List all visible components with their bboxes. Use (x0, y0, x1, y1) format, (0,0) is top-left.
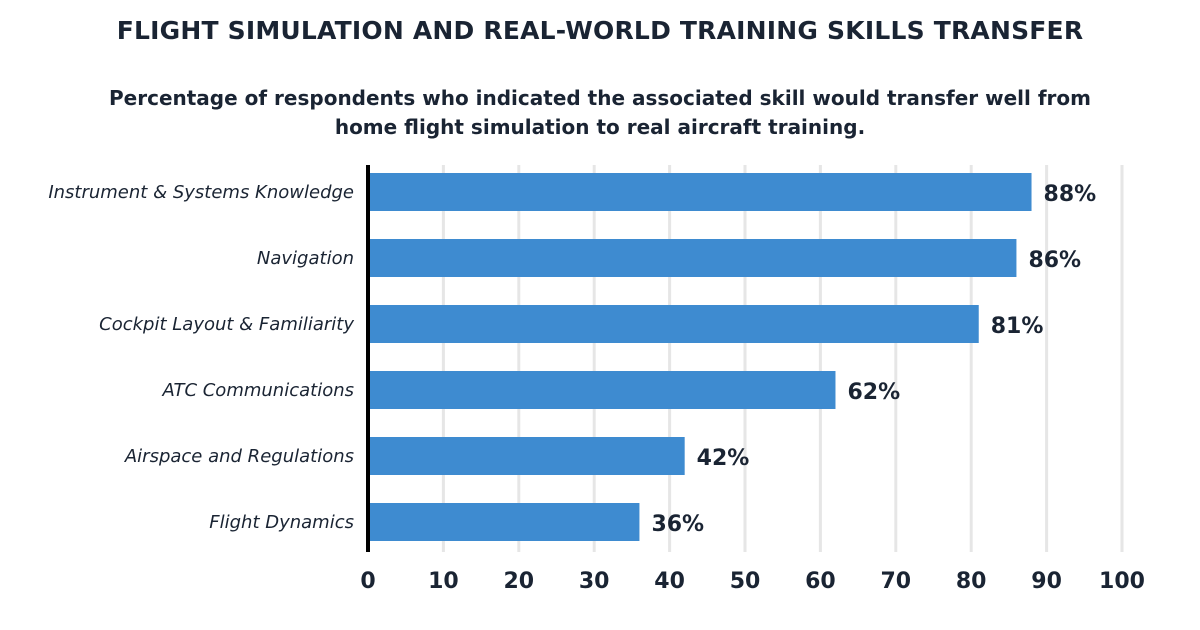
bar (368, 371, 836, 409)
x-tick-label: 70 (880, 569, 911, 594)
x-tick-label: 50 (730, 569, 761, 594)
x-tick-label: 90 (1031, 569, 1062, 594)
chart-subtitle: Percentage of respondents who indicated … (109, 86, 1091, 139)
bar (368, 503, 640, 541)
category-label: ATC Communications (161, 380, 354, 401)
data-label: 88% (1044, 182, 1097, 207)
x-tick-label: 10 (428, 569, 459, 594)
category-label: Navigation (257, 248, 354, 269)
bar (368, 305, 979, 343)
category-label: Instrument & Systems Knowledge (48, 182, 354, 203)
data-label: 36% (651, 512, 704, 537)
category-label: Flight Dynamics (209, 512, 354, 533)
data-label: 42% (697, 446, 750, 471)
data-label: 81% (991, 314, 1044, 339)
x-tick-label: 100 (1099, 569, 1145, 594)
x-tick-label: 60 (805, 569, 836, 594)
x-tick-label: 20 (503, 569, 534, 594)
data-label: 86% (1028, 248, 1081, 273)
category-label: Cockpit Layout & Familiarity (99, 314, 354, 335)
bar (368, 173, 1032, 211)
bar (368, 239, 1017, 277)
chart-title: FLIGHT SIMULATION AND REAL-WORLD TRAININ… (116, 16, 1084, 45)
bar (368, 437, 685, 475)
x-tick-label: 80 (956, 569, 987, 594)
data-label: 62% (847, 380, 900, 405)
x-tick-label: 40 (654, 569, 685, 594)
x-tick-label: 0 (360, 569, 375, 594)
category-label: Airspace and Regulations (124, 446, 354, 467)
x-tick-label: 30 (579, 569, 610, 594)
